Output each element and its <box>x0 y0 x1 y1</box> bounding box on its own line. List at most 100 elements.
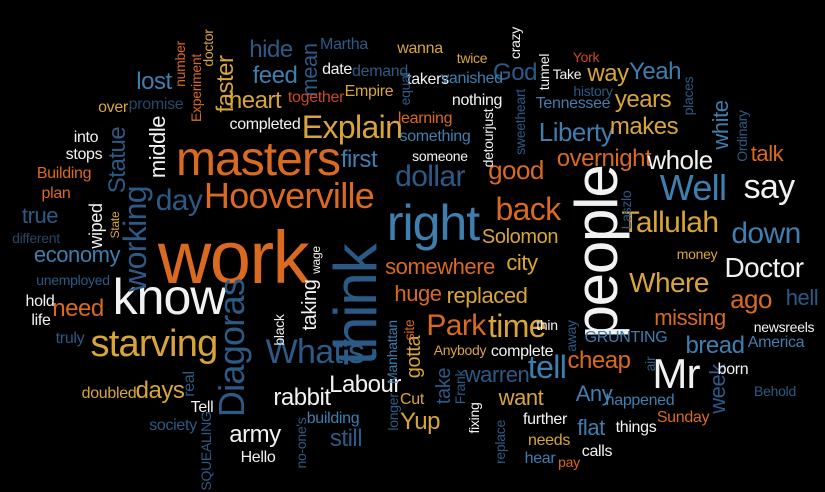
word-labour: Labour <box>329 371 401 398</box>
word-diagoras: Diagoras <box>211 278 252 418</box>
word-hooverville: Hooverville <box>203 175 375 216</box>
word-takers: takers <box>407 71 449 88</box>
word-dollar: dollar <box>395 160 465 193</box>
word-whole: whole <box>647 145 713 175</box>
word-money: money <box>676 246 718 262</box>
word-behold: Behold <box>754 383 796 399</box>
word-know: know <box>112 269 227 325</box>
word-first: first <box>340 146 378 173</box>
word-hold: hold <box>25 293 55 310</box>
word-middle: middle <box>145 115 170 179</box>
word-lost: lost <box>136 68 172 95</box>
word-doctor: Doctor <box>724 252 804 283</box>
word-stops: stops <box>65 146 103 163</box>
word-thin: thin <box>536 317 558 333</box>
word-feed: feed <box>252 62 298 89</box>
word-equal: equal <box>397 72 413 106</box>
word-tennessee: Tennessee <box>535 95 611 112</box>
word-away: away <box>563 320 579 352</box>
word-america: America <box>747 334 805 351</box>
word-vanished: vanished <box>441 70 503 87</box>
word-sunday: Sunday <box>656 409 710 426</box>
word-talk: talk <box>750 141 784 166</box>
word-further: further <box>522 411 568 428</box>
word-true: true <box>21 203 59 228</box>
word-longer: longer <box>385 393 401 431</box>
word-statue: Statue <box>104 126 131 194</box>
word-twice: twice <box>456 50 488 66</box>
word-masters: masters <box>176 133 341 186</box>
word-god: God <box>493 59 537 86</box>
word-take2: Take <box>552 66 582 82</box>
word-solomon: Solomon <box>481 226 559 248</box>
word-wiped: wiped <box>86 203 106 249</box>
word-right: right <box>386 195 480 251</box>
word-well: Well <box>659 167 727 208</box>
word-cheap: cheap <box>567 347 631 374</box>
word-empire: Empire <box>344 83 394 100</box>
word-rabbit: rabbit <box>273 384 331 411</box>
word-working: working <box>117 186 153 292</box>
word-flat: flat <box>577 415 605 440</box>
word-born: born <box>717 361 749 378</box>
word-complete: complete <box>490 343 554 360</box>
word-any: Any <box>575 381 613 406</box>
word-day: day <box>155 184 203 217</box>
word-time: time <box>488 308 547 344</box>
word-faster: faster <box>212 55 239 113</box>
word-newsreels: newsreels <box>753 319 815 335</box>
word-state: State <box>108 211 122 239</box>
word-something: something <box>399 128 471 145</box>
word-needs: needs <box>528 432 570 449</box>
word-replace: replace <box>492 420 508 464</box>
word-starving: starving <box>90 323 219 365</box>
word-detourjust: detourjust <box>480 108 496 168</box>
word-overnight: overnight <box>556 145 652 172</box>
word-economy: economy <box>33 242 121 267</box>
word-gotta: gotta <box>403 335 425 379</box>
word-happened: happened <box>605 392 675 409</box>
word-laszlo: Laszlo <box>618 190 634 230</box>
word-need: need <box>52 295 104 322</box>
word-calls: calls <box>581 443 613 460</box>
word-way: way <box>587 60 629 87</box>
word-different: different <box>12 230 60 246</box>
word-someone: someone <box>412 148 468 164</box>
word-air: air <box>642 356 658 372</box>
word-city: city <box>506 250 538 275</box>
word-fixing: fixing <box>466 402 482 434</box>
word-days: days <box>135 377 185 404</box>
word-somewhere: somewhere <box>385 254 495 279</box>
word-replaced: replaced <box>446 283 528 308</box>
word-bread: bread <box>685 332 745 359</box>
word-building: Building <box>36 165 92 182</box>
word-completed: completed <box>229 116 301 133</box>
word-black: black <box>271 314 287 346</box>
word-hear: hear <box>524 450 556 467</box>
word-sweetheart: sweetheart <box>512 89 528 155</box>
word-number: number <box>172 41 188 87</box>
word-where: Where <box>629 267 709 298</box>
word-doctor2: doctor <box>200 29 216 67</box>
word-martha: Martha <box>320 36 368 53</box>
word-crazy: crazy <box>507 26 523 60</box>
word-tell: tell <box>527 349 567 385</box>
word-makes: makes <box>609 113 679 140</box>
word-years: years <box>614 86 672 113</box>
word-pay: pay <box>558 454 580 470</box>
word-demand: demand <box>352 63 408 80</box>
word-cut: Cut <box>400 391 424 408</box>
word-taking: taking <box>299 279 321 331</box>
word-site: site <box>401 319 417 341</box>
word-date: date <box>322 61 352 78</box>
word-manhattan: Manhattan <box>384 320 400 384</box>
word-army: army <box>229 421 281 448</box>
word-promise: promise <box>128 96 184 113</box>
word-york: York <box>572 49 600 65</box>
word-grunting: GRUNTING <box>584 329 668 346</box>
word-anybody: Anybody <box>433 342 487 358</box>
word-tell2: Tell <box>190 399 214 416</box>
word-hell: hell <box>785 285 819 310</box>
word-building2: building <box>306 410 360 427</box>
word-explain: Explain <box>301 109 403 145</box>
